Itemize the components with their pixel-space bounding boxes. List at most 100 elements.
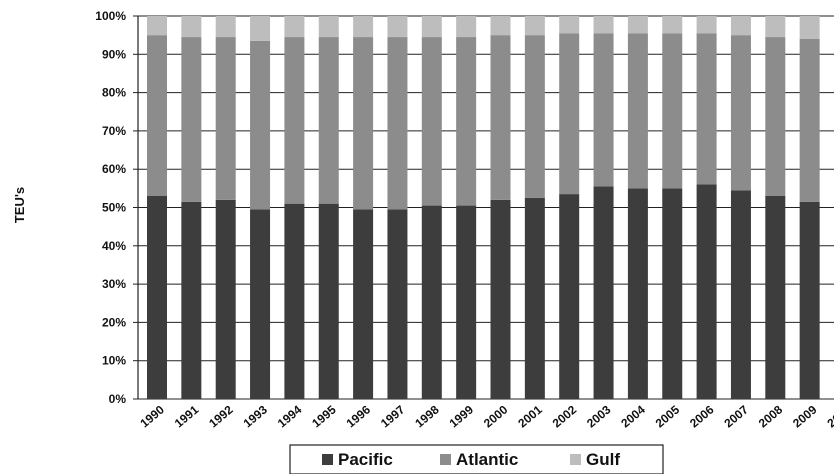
y-tick-label: 90% [102,47,126,61]
x-tick-label: 2007 [721,402,751,430]
x-tick-label: 1999 [447,402,477,430]
bar-pacific-1990 [147,196,167,399]
legend-swatch-atlantic [440,454,451,465]
legend-box [289,444,664,474]
legend: Pacific Atlantic Gulf [289,444,664,474]
bar-pacific-1991 [181,201,202,399]
x-tick-label: 1993 [241,402,271,430]
bar-atlantic-2007 [730,35,751,191]
bar-gulf-1992 [215,16,236,38]
y-axis-title: TEU's [12,187,27,223]
bar-gulf-1993 [250,16,271,41]
y-tick-label: 20% [102,315,126,329]
y-tick-label: 50% [102,201,126,215]
bars [147,16,820,399]
bar-pacific-2003 [593,186,614,399]
bar-gulf-2005 [662,16,683,34]
bar-pacific-1993 [250,209,271,399]
bar-gulf-2009 [799,16,820,39]
bar-gulf-2008 [765,16,786,38]
bar-gulf-1995 [318,16,339,38]
bar-pacific-2008 [765,196,786,399]
x-tick-label: 1996 [344,402,374,430]
bar-pacific-2001 [524,197,545,399]
x-tick-label: 2002 [550,402,580,430]
bar-gulf-2004 [627,16,648,34]
bar-gulf-2001 [524,16,545,36]
bar-atlantic-1991 [181,37,202,202]
x-tick-label: 1992 [206,402,236,430]
bar-pacific-1992 [215,199,236,399]
x-tick-label: 1994 [275,402,305,430]
legend-label-gulf: Gulf [586,450,620,469]
bar-atlantic-2001 [524,35,545,198]
legend-label-pacific: Pacific [338,450,393,469]
x-tick-label: 1998 [412,402,442,430]
y-tick-label: 0% [109,392,127,406]
bar-gulf-1990 [147,16,167,36]
y-tick-label: 70% [102,124,126,138]
bar-pacific-2004 [627,188,648,399]
bar-gulf-1996 [353,16,374,38]
bar-pacific-1997 [387,209,408,399]
y-tick-label: 80% [102,86,126,100]
bar-atlantic-1992 [215,37,236,200]
bar-pacific-2006 [696,184,717,399]
bar-atlantic-1994 [284,37,305,204]
x-tick-label: 2009 [790,402,820,430]
bar-atlantic-2002 [559,33,580,195]
x-tick-label: 1997 [378,402,408,430]
x-tick-label: 1991 [172,402,202,430]
x-tick-label: 2008 [756,402,786,430]
bar-atlantic-1990 [147,35,167,197]
bar-pacific-1999 [456,205,477,399]
bar-gulf-1997 [387,16,408,38]
bar-gulf-1998 [421,16,442,38]
legend-swatch-gulf [570,454,581,465]
x-tick-label: 1995 [309,402,339,430]
bar-atlantic-1998 [421,37,442,206]
y-tick-label: 40% [102,239,126,253]
bar-atlantic-2003 [593,33,614,187]
x-tick-label: 2010 [824,402,834,430]
legend-swatch-pacific [322,454,333,465]
bar-atlantic-2000 [490,35,511,200]
y-tick-label: 30% [102,277,126,291]
bar-pacific-1998 [421,205,442,399]
x-tick-label: 2006 [687,402,717,430]
bar-atlantic-2005 [662,33,683,189]
x-axis: 1990 1991 1992 1993 1994 1995 1996 1997 1998 1999… [137,402,834,430]
bar-gulf-2000 [490,16,511,36]
x-tick-label: 2001 [515,402,545,430]
legend-label-atlantic: Atlantic [456,450,518,469]
bar-atlantic-2004 [627,33,648,189]
bar-pacific-2005 [662,188,683,399]
bar-gulf-2007 [730,16,751,36]
x-tick-label: 1990 [137,402,167,430]
bar-gulf-1999 [456,16,477,38]
bar-gulf-2002 [559,16,580,34]
bar-atlantic-2008 [765,37,786,197]
bar-pacific-1994 [284,203,305,399]
x-tick-label: 2004 [618,402,648,430]
y-axis: 0% 10% 20% 30% 40% 50% 60% 70% 80% 90% 100% [95,9,138,406]
bar-pacific-2002 [559,194,580,399]
bar-gulf-1994 [284,16,305,38]
y-tick-label: 10% [102,354,126,368]
bar-pacific-1995 [318,203,339,399]
bar-gulf-2006 [696,16,717,34]
bar-pacific-2007 [730,190,751,399]
bar-pacific-2009 [799,201,820,399]
bar-gulf-1991 [181,16,202,38]
bar-gulf-2003 [593,16,614,34]
bar-atlantic-2009 [799,38,820,202]
bar-pacific-1996 [353,209,374,399]
x-tick-label: 2005 [653,402,683,430]
bar-atlantic-1995 [318,37,339,204]
bar-atlantic-1996 [353,37,374,210]
x-tick-label: 2003 [584,402,614,430]
y-tick-label: 60% [102,162,126,176]
bar-atlantic-1999 [456,37,477,206]
x-tick-label: 2000 [481,402,511,430]
